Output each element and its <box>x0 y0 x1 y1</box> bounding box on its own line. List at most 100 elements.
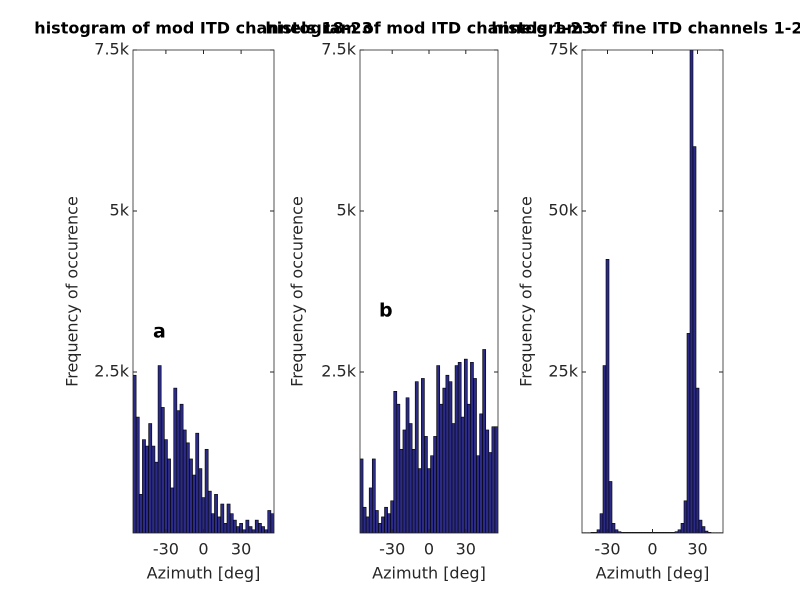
y-axis-label: Frequency of occurence <box>63 196 82 387</box>
bar <box>488 452 493 533</box>
bar <box>448 381 453 533</box>
bar <box>387 513 391 533</box>
bar <box>482 349 487 533</box>
y-tick-label: 75k <box>548 40 578 59</box>
bar <box>378 523 382 533</box>
bar <box>491 426 496 533</box>
bar <box>445 374 450 533</box>
bar <box>179 403 184 533</box>
bar <box>405 397 410 533</box>
bar <box>411 448 416 533</box>
bar <box>239 523 243 533</box>
bar <box>368 487 373 533</box>
bar <box>182 429 187 533</box>
bar <box>451 423 456 533</box>
bar <box>254 519 259 533</box>
bar <box>677 529 682 533</box>
annotation: b <box>379 300 393 322</box>
bar <box>220 503 225 533</box>
bar <box>698 519 703 533</box>
bar <box>192 474 196 533</box>
x-tick-label: 0 <box>647 540 657 559</box>
bar <box>689 50 694 533</box>
bar <box>229 513 234 533</box>
bar <box>242 529 247 533</box>
bar <box>261 526 265 533</box>
bar <box>270 513 274 533</box>
bar <box>232 519 237 533</box>
bar <box>695 387 700 533</box>
bar <box>365 516 370 533</box>
bar <box>236 526 240 533</box>
bar <box>375 510 379 533</box>
bar <box>217 516 222 533</box>
bar <box>211 513 215 533</box>
bar <box>133 374 137 533</box>
bar <box>251 529 256 533</box>
bar <box>424 436 428 533</box>
bar <box>264 529 269 533</box>
bar <box>167 458 171 533</box>
bar <box>148 423 153 533</box>
bar <box>479 413 483 533</box>
bar <box>460 416 465 533</box>
y-tick-label: 7.5k <box>94 40 129 59</box>
bar <box>614 529 619 533</box>
bar <box>173 387 178 533</box>
bar <box>170 487 175 533</box>
bar <box>201 497 206 533</box>
bars <box>582 50 723 533</box>
bar <box>473 378 477 533</box>
x-axis-label: Azimuth [deg] <box>147 564 261 583</box>
bar <box>402 429 407 533</box>
bar <box>248 526 253 533</box>
bars <box>360 349 498 533</box>
bar <box>390 500 395 533</box>
bar <box>421 378 425 533</box>
y-tick-label: 5k <box>110 201 130 220</box>
x-axis-label: Azimuth [deg] <box>596 564 710 583</box>
bar <box>433 436 437 533</box>
bar <box>485 429 490 533</box>
x-tick-label: 0 <box>198 540 208 559</box>
bar <box>686 333 691 533</box>
bar <box>204 448 209 533</box>
bar <box>381 516 385 533</box>
bar <box>138 494 143 533</box>
bar <box>396 403 401 533</box>
annotation: a <box>153 321 166 343</box>
bar <box>371 458 376 533</box>
bar <box>494 426 498 533</box>
bar <box>226 503 231 533</box>
bar <box>135 416 140 533</box>
bar <box>596 529 601 533</box>
x-tick-label: 30 <box>456 540 476 559</box>
bar <box>467 403 471 533</box>
bar <box>160 407 165 533</box>
bar <box>605 258 610 533</box>
bar <box>267 510 272 533</box>
bar <box>692 146 697 533</box>
bar <box>258 523 262 533</box>
subplot: -30 0 30 2.5k 5k 7.5k Azimuth [deg] Frequency o… <box>288 40 499 583</box>
x-tick-label: -30 <box>379 540 405 559</box>
bar <box>154 461 159 533</box>
y-axis-label: Frequency of occurence <box>288 196 307 387</box>
bar <box>457 362 462 533</box>
chart-title: histogram of mod ITD channels 1-23 <box>265 19 592 38</box>
bar <box>414 381 419 533</box>
x-tick-label: -30 <box>594 540 620 559</box>
bar <box>157 365 162 533</box>
bar <box>399 448 404 533</box>
subplot: -30 0 30 25k 50k 75k Azimuth [deg] Frequency of… <box>517 40 724 583</box>
bar <box>142 439 146 533</box>
bar <box>207 490 212 533</box>
y-tick-label: 5k <box>337 201 357 220</box>
bar <box>145 445 149 533</box>
bar <box>198 468 203 533</box>
bar <box>245 519 250 533</box>
y-axis-label: Frequency of occurence <box>517 196 536 387</box>
bar <box>408 423 413 533</box>
bar <box>362 506 367 533</box>
